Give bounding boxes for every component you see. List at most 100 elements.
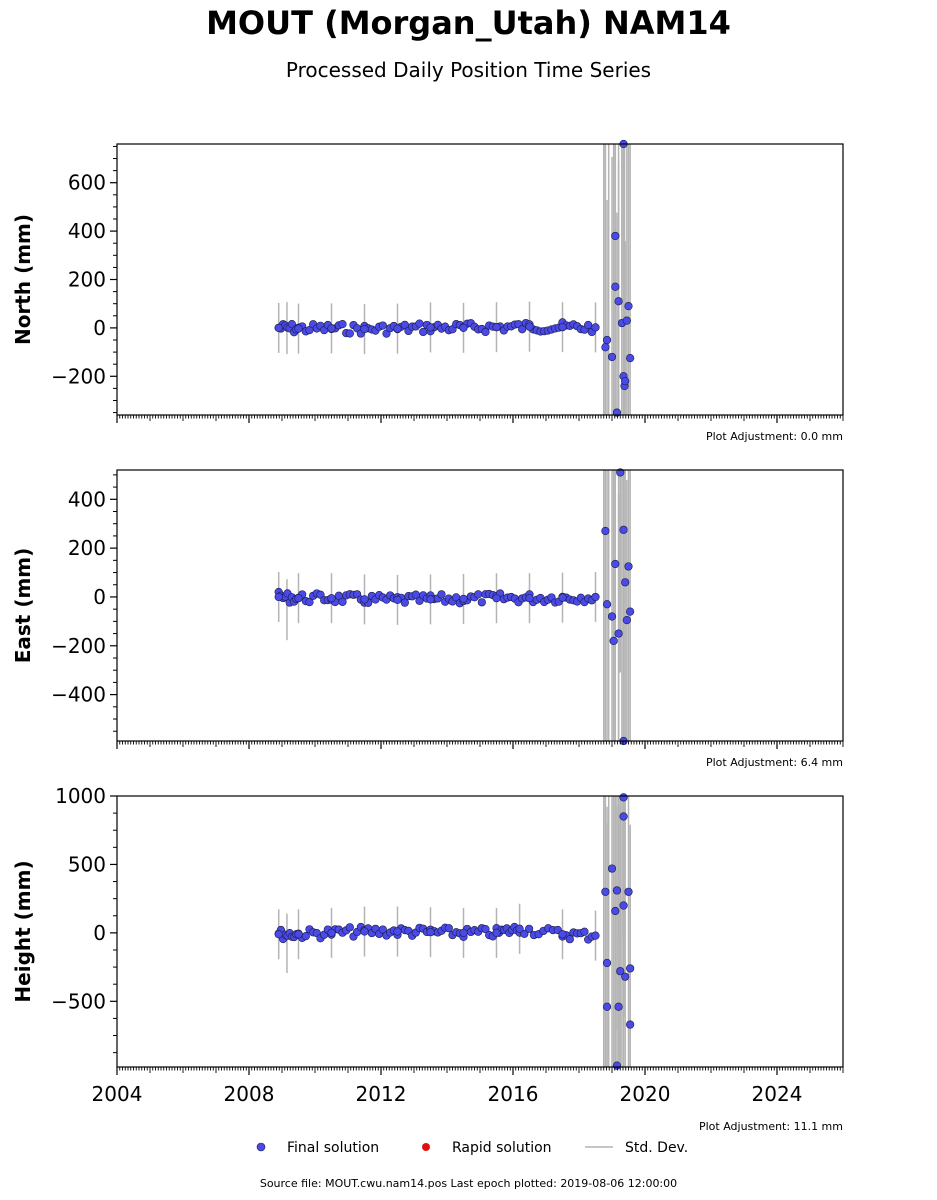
legend-final-label: Final solution — [287, 1140, 379, 1156]
data-point — [601, 526, 610, 536]
y-tick-label: 0 — [93, 585, 106, 609]
y-axis-label: North (mm) — [11, 214, 35, 345]
data-point — [612, 1061, 622, 1070]
data-point — [444, 924, 453, 933]
data-point — [294, 930, 303, 939]
x-tick-label: 2004 — [92, 1082, 143, 1106]
data-point — [378, 321, 387, 330]
data-point — [274, 323, 283, 332]
data-point — [602, 335, 612, 345]
y-tick-label: −200 — [51, 634, 106, 658]
y-tick-label: 1000 — [55, 784, 106, 808]
data-point — [274, 592, 283, 602]
data-point — [626, 354, 635, 363]
data-point — [459, 594, 468, 604]
data-point — [525, 594, 534, 603]
data-point — [327, 928, 336, 937]
data-point — [459, 928, 468, 937]
data-point — [474, 590, 483, 599]
y-tick-label: −200 — [51, 364, 106, 388]
data-point — [624, 562, 633, 571]
data-point — [602, 600, 612, 609]
data-point — [591, 323, 600, 332]
x-tick-label: 2016 — [488, 1082, 539, 1106]
data-point — [345, 329, 354, 338]
data-point — [294, 594, 303, 603]
legend: Final solution Rapid solution Std. Dev. — [256, 1140, 688, 1156]
data-point — [400, 598, 409, 607]
data-point — [607, 612, 617, 621]
data-point — [621, 578, 630, 587]
std-dev-bars — [277, 144, 631, 415]
data-point — [393, 595, 402, 604]
y-tick-label: 500 — [68, 852, 106, 876]
legend-rapid-label: Rapid solution — [452, 1140, 552, 1156]
data-point — [426, 595, 435, 604]
data-point — [616, 967, 625, 976]
data-point — [294, 324, 303, 333]
data-point — [614, 297, 623, 306]
y-tick-label: 200 — [68, 268, 106, 292]
data-point — [287, 320, 297, 329]
y-tick-label: 600 — [68, 171, 106, 195]
data-point — [624, 302, 633, 311]
data-point — [621, 972, 630, 981]
chart-title: MOUT (Morgan_Utah) NAM14 — [206, 4, 731, 42]
data-point — [481, 327, 490, 337]
y-tick-label: −400 — [51, 683, 106, 707]
data-point — [515, 924, 524, 933]
data-point — [378, 925, 387, 934]
data-point — [437, 590, 446, 599]
data-point — [611, 559, 620, 569]
y-tick-label: 400 — [68, 487, 106, 511]
data-point — [274, 930, 283, 939]
data-point — [622, 616, 631, 625]
y-axis-label: Height (mm) — [11, 860, 35, 1002]
data-point — [360, 927, 369, 936]
data-point — [591, 592, 600, 602]
data-point — [611, 282, 620, 291]
data-point — [481, 925, 490, 934]
plot-adjustment-note: Plot Adjustment: 11.1 mm — [699, 1120, 843, 1133]
x-tick-label: 2020 — [620, 1082, 671, 1106]
data-point — [518, 325, 527, 334]
y-tick-label: 200 — [68, 536, 106, 560]
data-point — [558, 930, 567, 939]
y-axis-label: East (mm) — [11, 548, 35, 664]
data-point — [338, 597, 347, 606]
data-point — [327, 594, 336, 603]
data-point — [626, 607, 635, 616]
data-point — [525, 322, 534, 331]
data-point — [619, 793, 628, 802]
data-point — [584, 320, 593, 330]
data-point — [626, 964, 635, 973]
data-point — [621, 377, 630, 386]
data-point — [619, 812, 628, 821]
data-point — [580, 927, 589, 936]
data-point — [301, 932, 310, 941]
plot-adjustment-note: Plot Adjustment: 0.0 mm — [706, 430, 843, 443]
data-point — [607, 352, 617, 362]
daily-points — [274, 793, 635, 1070]
data-point — [619, 901, 628, 910]
y-tick-label: 0 — [93, 921, 106, 945]
data-point — [305, 598, 314, 607]
data-point — [520, 929, 529, 938]
data-point — [525, 924, 534, 933]
legend-final-marker — [256, 1142, 266, 1152]
chart-subtitle: Processed Daily Position Time Series — [285, 58, 652, 82]
data-point — [609, 636, 618, 646]
data-point — [626, 1020, 635, 1029]
data-point — [338, 320, 347, 329]
data-point — [477, 598, 486, 607]
y-tick-label: 400 — [68, 219, 106, 243]
data-point — [360, 325, 369, 334]
data-point — [622, 316, 631, 325]
panel-1: −200 0 200 400 600 North (mm) Plot Adjustment:… — [11, 139, 844, 443]
data-point — [611, 231, 620, 241]
panel-3: −500 0 500 1000 2004 2008 2012 2016 2020 2024 Heig… — [11, 784, 844, 1133]
legend-std-label: Std. Dev. — [625, 1140, 688, 1156]
data-point — [614, 1002, 623, 1011]
data-point — [393, 324, 402, 333]
